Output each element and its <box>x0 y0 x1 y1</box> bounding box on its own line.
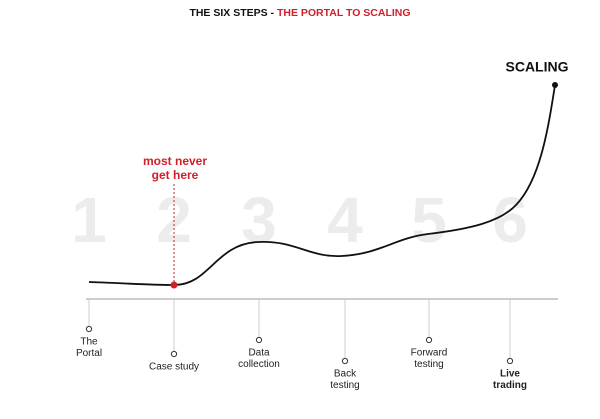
step-marker <box>425 336 433 344</box>
step-label: Forward <box>411 348 448 359</box>
title-highlight: THE PORTAL TO SCALING <box>277 7 411 19</box>
step-label: testing <box>330 380 359 391</box>
step-marker <box>85 325 93 333</box>
step-number: 4 <box>327 184 363 256</box>
step-marker <box>341 357 349 365</box>
annotation-line-2: get here <box>152 168 199 182</box>
step-label: Portal <box>76 348 102 359</box>
step-number: 2 <box>156 184 192 256</box>
step-label: Live <box>500 369 520 380</box>
step-label: Back <box>334 369 357 380</box>
title: THE SIX STEPS - THE PORTAL TO SCALING <box>189 7 410 19</box>
step-label: Data <box>248 348 270 359</box>
step-marker <box>506 357 514 365</box>
end-dot <box>552 82 558 88</box>
highlight-dot <box>170 281 178 289</box>
step-number: 5 <box>411 184 447 256</box>
annotation-line-1: most never <box>143 154 207 168</box>
step-label: Case study <box>149 362 199 373</box>
step-number: 3 <box>241 184 277 256</box>
step-label: The <box>80 337 98 348</box>
step-label: testing <box>414 359 443 370</box>
step-marker <box>255 336 263 344</box>
step-label: trading <box>493 380 527 391</box>
step-label: collection <box>238 359 280 370</box>
step-marker <box>170 350 178 358</box>
title-prefix: THE SIX STEPS - <box>189 7 277 19</box>
end-label: SCALING <box>506 59 569 75</box>
step-number: 6 <box>492 184 528 256</box>
step-number: 1 <box>71 184 107 256</box>
